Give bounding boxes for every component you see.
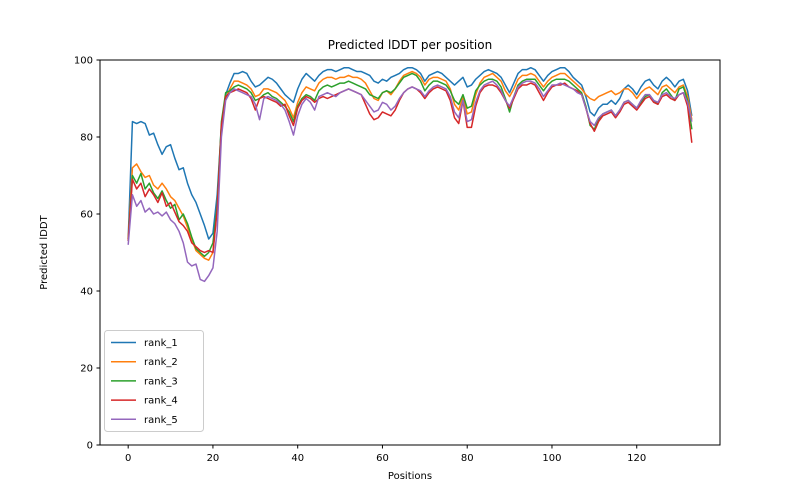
x-tick-label: 40 — [291, 453, 304, 464]
y-tick-label: 20 — [80, 364, 93, 375]
legend-label-rank_4: rank_4 — [144, 396, 178, 407]
x-tick-label: 20 — [207, 453, 220, 464]
x-axis-label: Positions — [388, 471, 432, 482]
y-axis-label: Predicted lDDT — [39, 214, 50, 289]
legend: rank_1 rank_2 rank_3 rank_4 rank_5 — [104, 330, 204, 432]
y-tick-label: 100 — [74, 56, 93, 67]
legend-label-rank_1: rank_1 — [144, 338, 178, 349]
plot-series-lines — [127, 66, 693, 283]
x-tick-label: 120 — [627, 453, 646, 464]
axes: 0 20 40 60 80 100 120 0 20 40 60 80 100 — [74, 56, 721, 464]
legend-label-rank_3: rank_3 — [144, 376, 178, 387]
y-tick-label: 40 — [80, 287, 93, 298]
x-tick-label: 100 — [542, 453, 561, 464]
series-line-rank_5 — [127, 80, 693, 283]
plot-border — [99, 59, 721, 446]
x-tick-label: 0 — [125, 453, 131, 464]
legend-box — [104, 330, 204, 432]
x-tick-label: 80 — [461, 453, 474, 464]
y-tick-label: 0 — [87, 441, 93, 452]
x-tick-label: 60 — [376, 453, 389, 464]
series-line-rank_4 — [127, 82, 693, 254]
legend-label-rank_5: rank_5 — [144, 415, 178, 426]
y-tick-label: 80 — [80, 133, 93, 144]
legend-label-rank_2: rank_2 — [144, 357, 178, 368]
y-tick-label: 60 — [80, 210, 93, 221]
chart-title: Predicted lDDT per position — [328, 38, 492, 52]
